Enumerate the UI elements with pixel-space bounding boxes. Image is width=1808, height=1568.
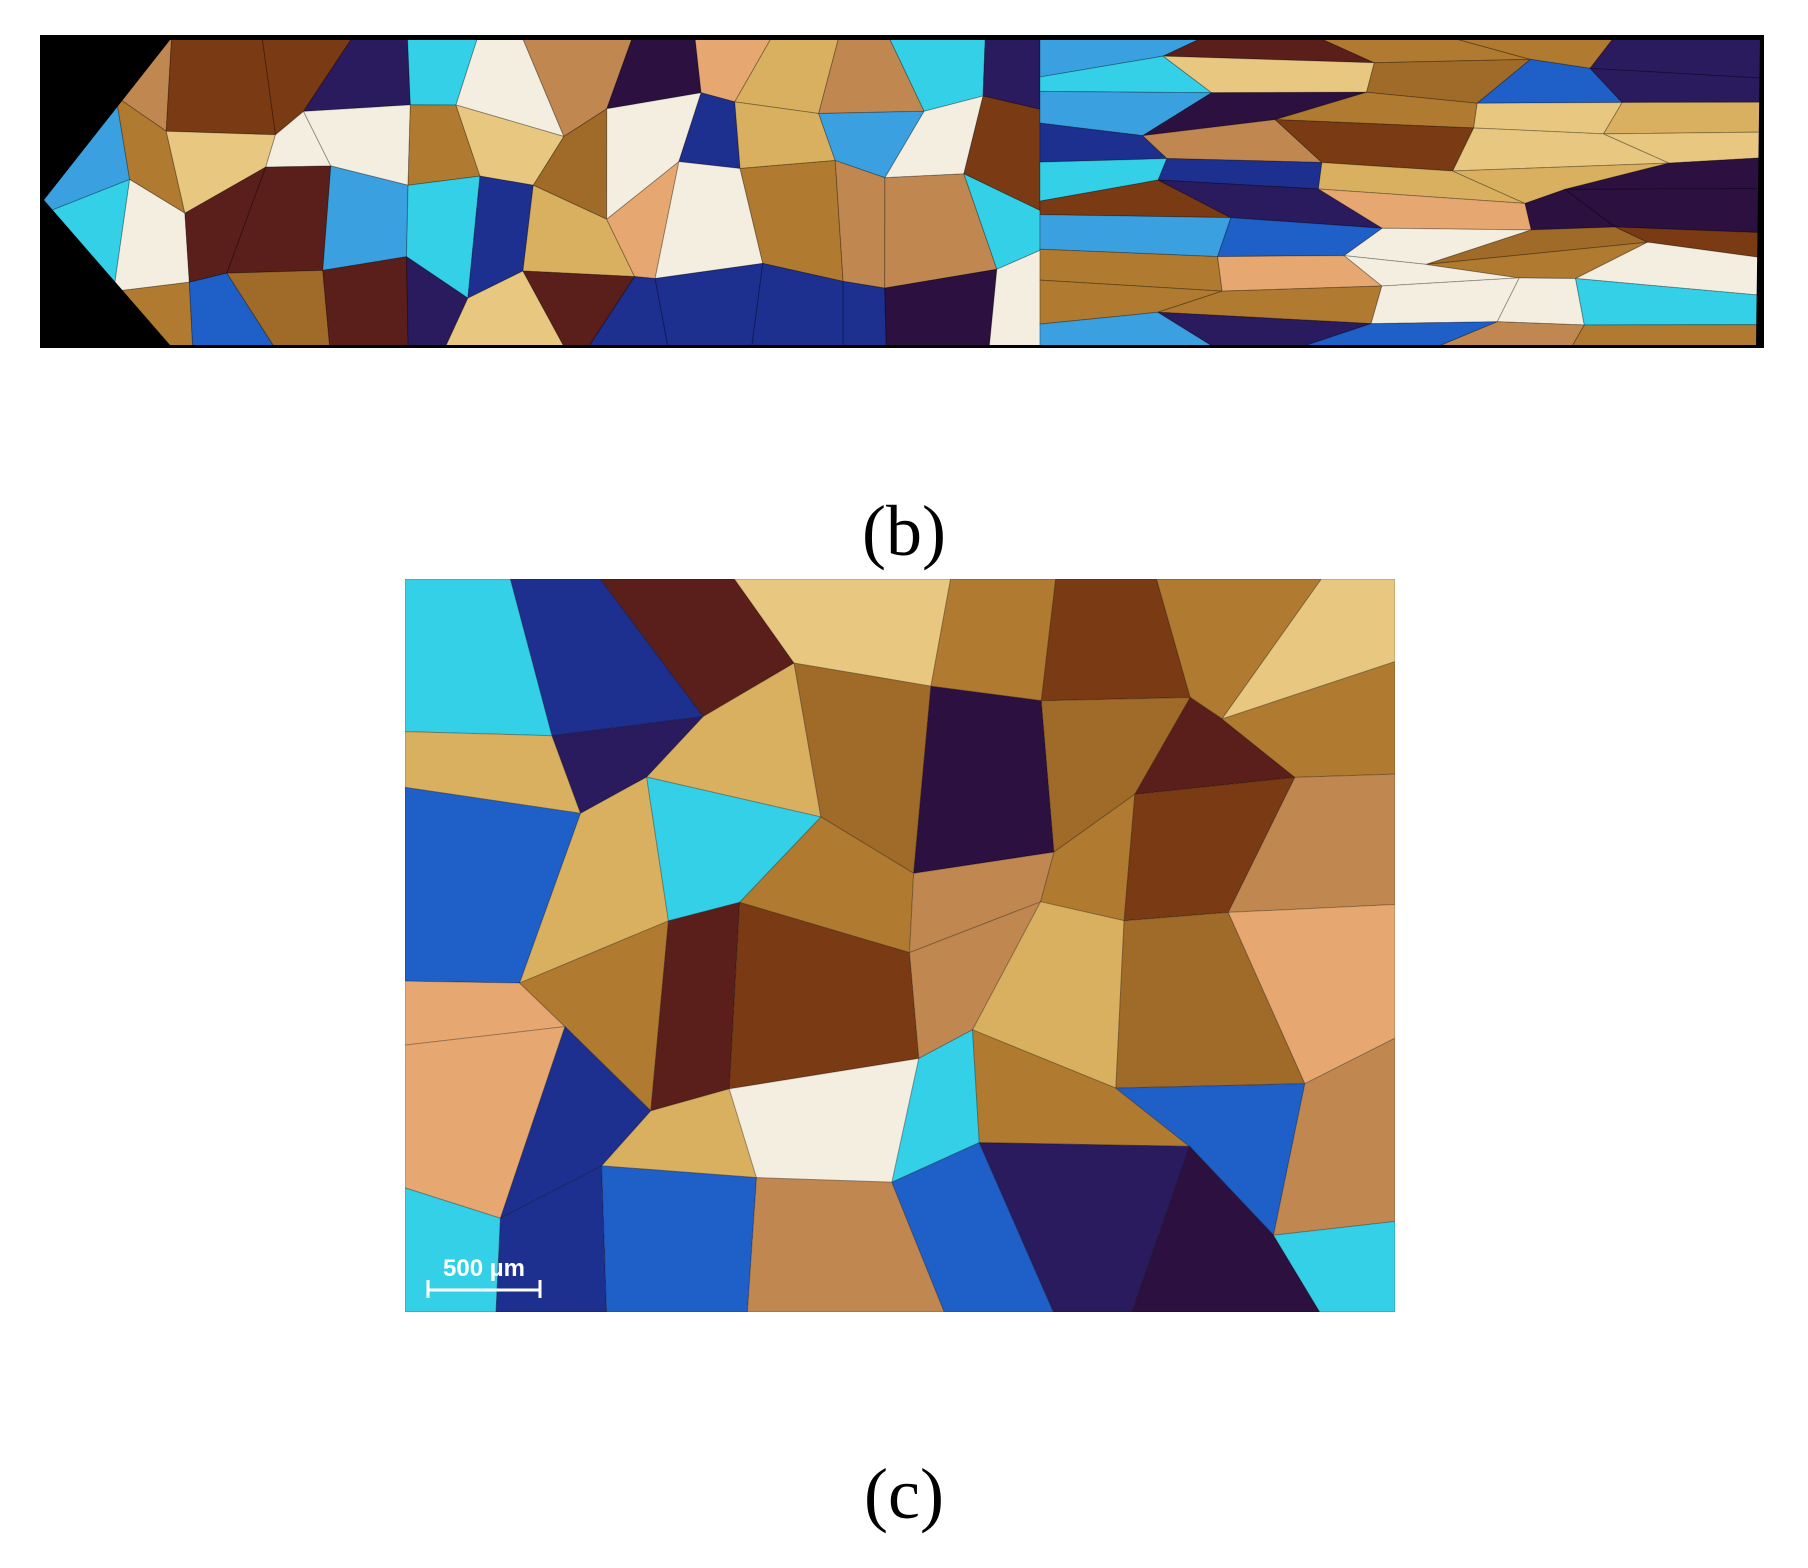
grain [1039, 311, 1218, 345]
grain [988, 249, 1041, 345]
grain [834, 159, 886, 289]
grain [1570, 324, 1760, 345]
grain [1588, 67, 1760, 103]
grain [1563, 187, 1760, 234]
grain [1574, 277, 1760, 326]
grain [1157, 311, 1372, 345]
grain [1297, 321, 1498, 345]
grain [1573, 241, 1760, 297]
scale-bar: 500 µm [426, 1255, 542, 1298]
grain [842, 280, 887, 345]
grain [1131, 1145, 1321, 1312]
grain [405, 255, 469, 345]
grain [1220, 579, 1395, 720]
grain [1221, 661, 1395, 778]
grain [586, 276, 669, 345]
grain [1564, 157, 1760, 190]
scale-bar-label: 500 µm [443, 1255, 525, 1282]
grain [188, 272, 276, 345]
panel-label: (c) [864, 1454, 944, 1534]
grain [1272, 1037, 1395, 1236]
grain [1603, 131, 1760, 164]
grain [751, 262, 844, 345]
grain [601, 1165, 758, 1312]
grain [930, 579, 1057, 702]
grain [1589, 40, 1760, 79]
grain [884, 268, 998, 345]
grain [495, 1165, 608, 1312]
grain [226, 269, 331, 345]
grain [522, 270, 636, 345]
grain [322, 256, 409, 345]
grain [165, 40, 277, 136]
grain [913, 685, 1055, 874]
grain [1602, 101, 1760, 135]
grain [1434, 321, 1586, 345]
grain [654, 262, 764, 345]
grain [322, 165, 409, 272]
grain [1227, 904, 1395, 1085]
grain [978, 1142, 1191, 1312]
grain [1272, 1220, 1395, 1312]
micrograph-c [405, 579, 1395, 1312]
grain [746, 1177, 945, 1312]
grain [1615, 226, 1760, 259]
grain [891, 1141, 1055, 1312]
grain [444, 270, 566, 345]
micrograph-b [44, 40, 1760, 345]
panel-label: (b) [862, 491, 946, 571]
grain [1227, 773, 1395, 913]
